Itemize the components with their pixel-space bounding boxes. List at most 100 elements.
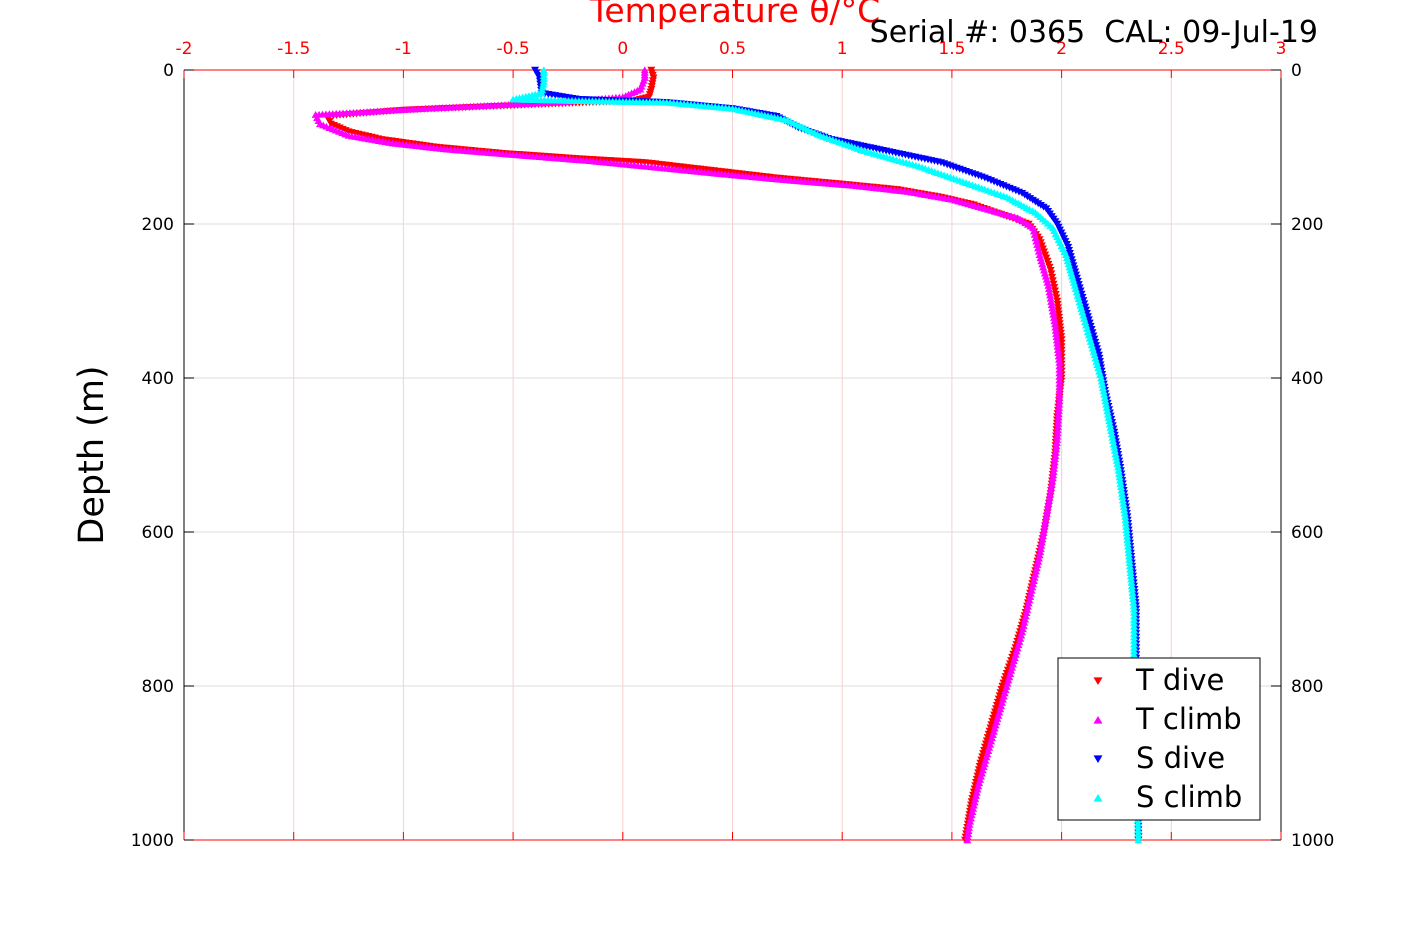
legend-marker xyxy=(1093,715,1103,724)
data-point xyxy=(1044,496,1053,504)
data-point xyxy=(1107,427,1116,434)
x-tick-label: -1.5 xyxy=(277,39,310,59)
data-point xyxy=(1026,590,1035,597)
data-point xyxy=(1041,516,1050,524)
data-point xyxy=(1134,823,1143,830)
data-point xyxy=(1020,618,1029,626)
data-point xyxy=(1080,315,1089,322)
data-point xyxy=(964,830,973,838)
data-point xyxy=(1054,413,1063,421)
data-point xyxy=(1051,290,1060,298)
data-point xyxy=(1090,351,1099,359)
data-point xyxy=(1127,575,1136,583)
data-point xyxy=(1051,455,1060,463)
data-point xyxy=(1121,519,1130,527)
data-point xyxy=(538,83,547,91)
data-point xyxy=(1084,331,1093,339)
data-point xyxy=(1110,447,1119,454)
data-point xyxy=(1049,280,1058,288)
data-point xyxy=(1030,230,1039,238)
x-tick-label: 3 xyxy=(1276,39,1287,59)
data-point xyxy=(1044,285,1053,293)
data-point xyxy=(1031,570,1040,578)
data-point xyxy=(1071,285,1080,293)
data-point xyxy=(1081,318,1090,326)
legend-marker xyxy=(1093,677,1103,686)
data-point xyxy=(1118,493,1127,500)
data-point xyxy=(971,795,980,803)
data-point xyxy=(1106,423,1115,431)
data-point xyxy=(1046,487,1055,495)
data-point xyxy=(1043,503,1052,511)
data-point xyxy=(1130,650,1139,658)
x-tick-label: 2.5 xyxy=(1158,39,1185,59)
data-point xyxy=(1045,493,1054,501)
data-point xyxy=(1047,298,1056,305)
data-point xyxy=(1036,548,1045,556)
x-tick-label: 0.5 xyxy=(719,39,746,59)
data-point xyxy=(967,811,976,819)
data-point xyxy=(1130,643,1139,651)
data-point xyxy=(1053,346,1062,353)
data-point xyxy=(1037,541,1046,549)
data-point xyxy=(1083,328,1092,335)
data-point xyxy=(1021,615,1030,623)
data-point xyxy=(1070,282,1079,289)
data-point xyxy=(1034,247,1043,255)
x-tick-label: 0 xyxy=(617,39,628,59)
data-point xyxy=(1055,383,1064,391)
data-point xyxy=(1032,564,1041,572)
data-point xyxy=(1130,629,1139,637)
data-point xyxy=(1048,277,1057,285)
data-point xyxy=(1042,509,1051,517)
data-point xyxy=(1128,585,1137,593)
data-point xyxy=(1104,414,1113,421)
data-point xyxy=(1038,535,1047,543)
data-point xyxy=(1053,426,1062,434)
data-point xyxy=(1101,397,1110,405)
data-point xyxy=(972,788,981,796)
data-point xyxy=(1030,573,1039,581)
x-tick-label: -1 xyxy=(395,39,412,59)
data-point xyxy=(1055,355,1064,363)
data-point xyxy=(1089,348,1098,355)
data-point xyxy=(1100,394,1109,401)
data-point xyxy=(1055,394,1064,401)
data-point xyxy=(1021,612,1030,620)
data-point xyxy=(1055,400,1064,408)
data-point xyxy=(1047,484,1056,491)
data-point xyxy=(1126,572,1135,580)
data-point xyxy=(1057,336,1066,344)
data-point xyxy=(1054,416,1063,424)
data-point xyxy=(1118,496,1127,504)
data-point xyxy=(966,817,975,825)
data-point xyxy=(1027,586,1036,594)
data-point xyxy=(1124,549,1133,557)
legend-label: S dive xyxy=(1136,741,1225,775)
data-point xyxy=(1130,612,1139,620)
data-point xyxy=(1049,314,1058,321)
data-point xyxy=(1124,552,1133,560)
data-point xyxy=(965,824,974,831)
data-point xyxy=(1055,380,1064,387)
data-point xyxy=(1133,819,1142,827)
data-point xyxy=(1033,241,1042,248)
data-point xyxy=(1054,419,1063,427)
data-point xyxy=(1037,538,1046,546)
data-point xyxy=(1128,588,1137,596)
data-point xyxy=(1046,294,1055,302)
data-point xyxy=(1116,480,1125,487)
y-tick-label-right: 400 xyxy=(1291,369,1323,389)
data-point xyxy=(970,798,979,806)
data-point xyxy=(1082,324,1091,332)
y-tick-label-left: 200 xyxy=(142,215,174,235)
data-point xyxy=(1115,470,1124,477)
data-point xyxy=(1046,291,1055,299)
data-point xyxy=(1119,503,1128,510)
data-point xyxy=(1127,582,1136,590)
legend-label: S climb xyxy=(1136,780,1242,814)
data-point xyxy=(1049,310,1058,318)
y-tick-label-left: 600 xyxy=(142,523,174,543)
